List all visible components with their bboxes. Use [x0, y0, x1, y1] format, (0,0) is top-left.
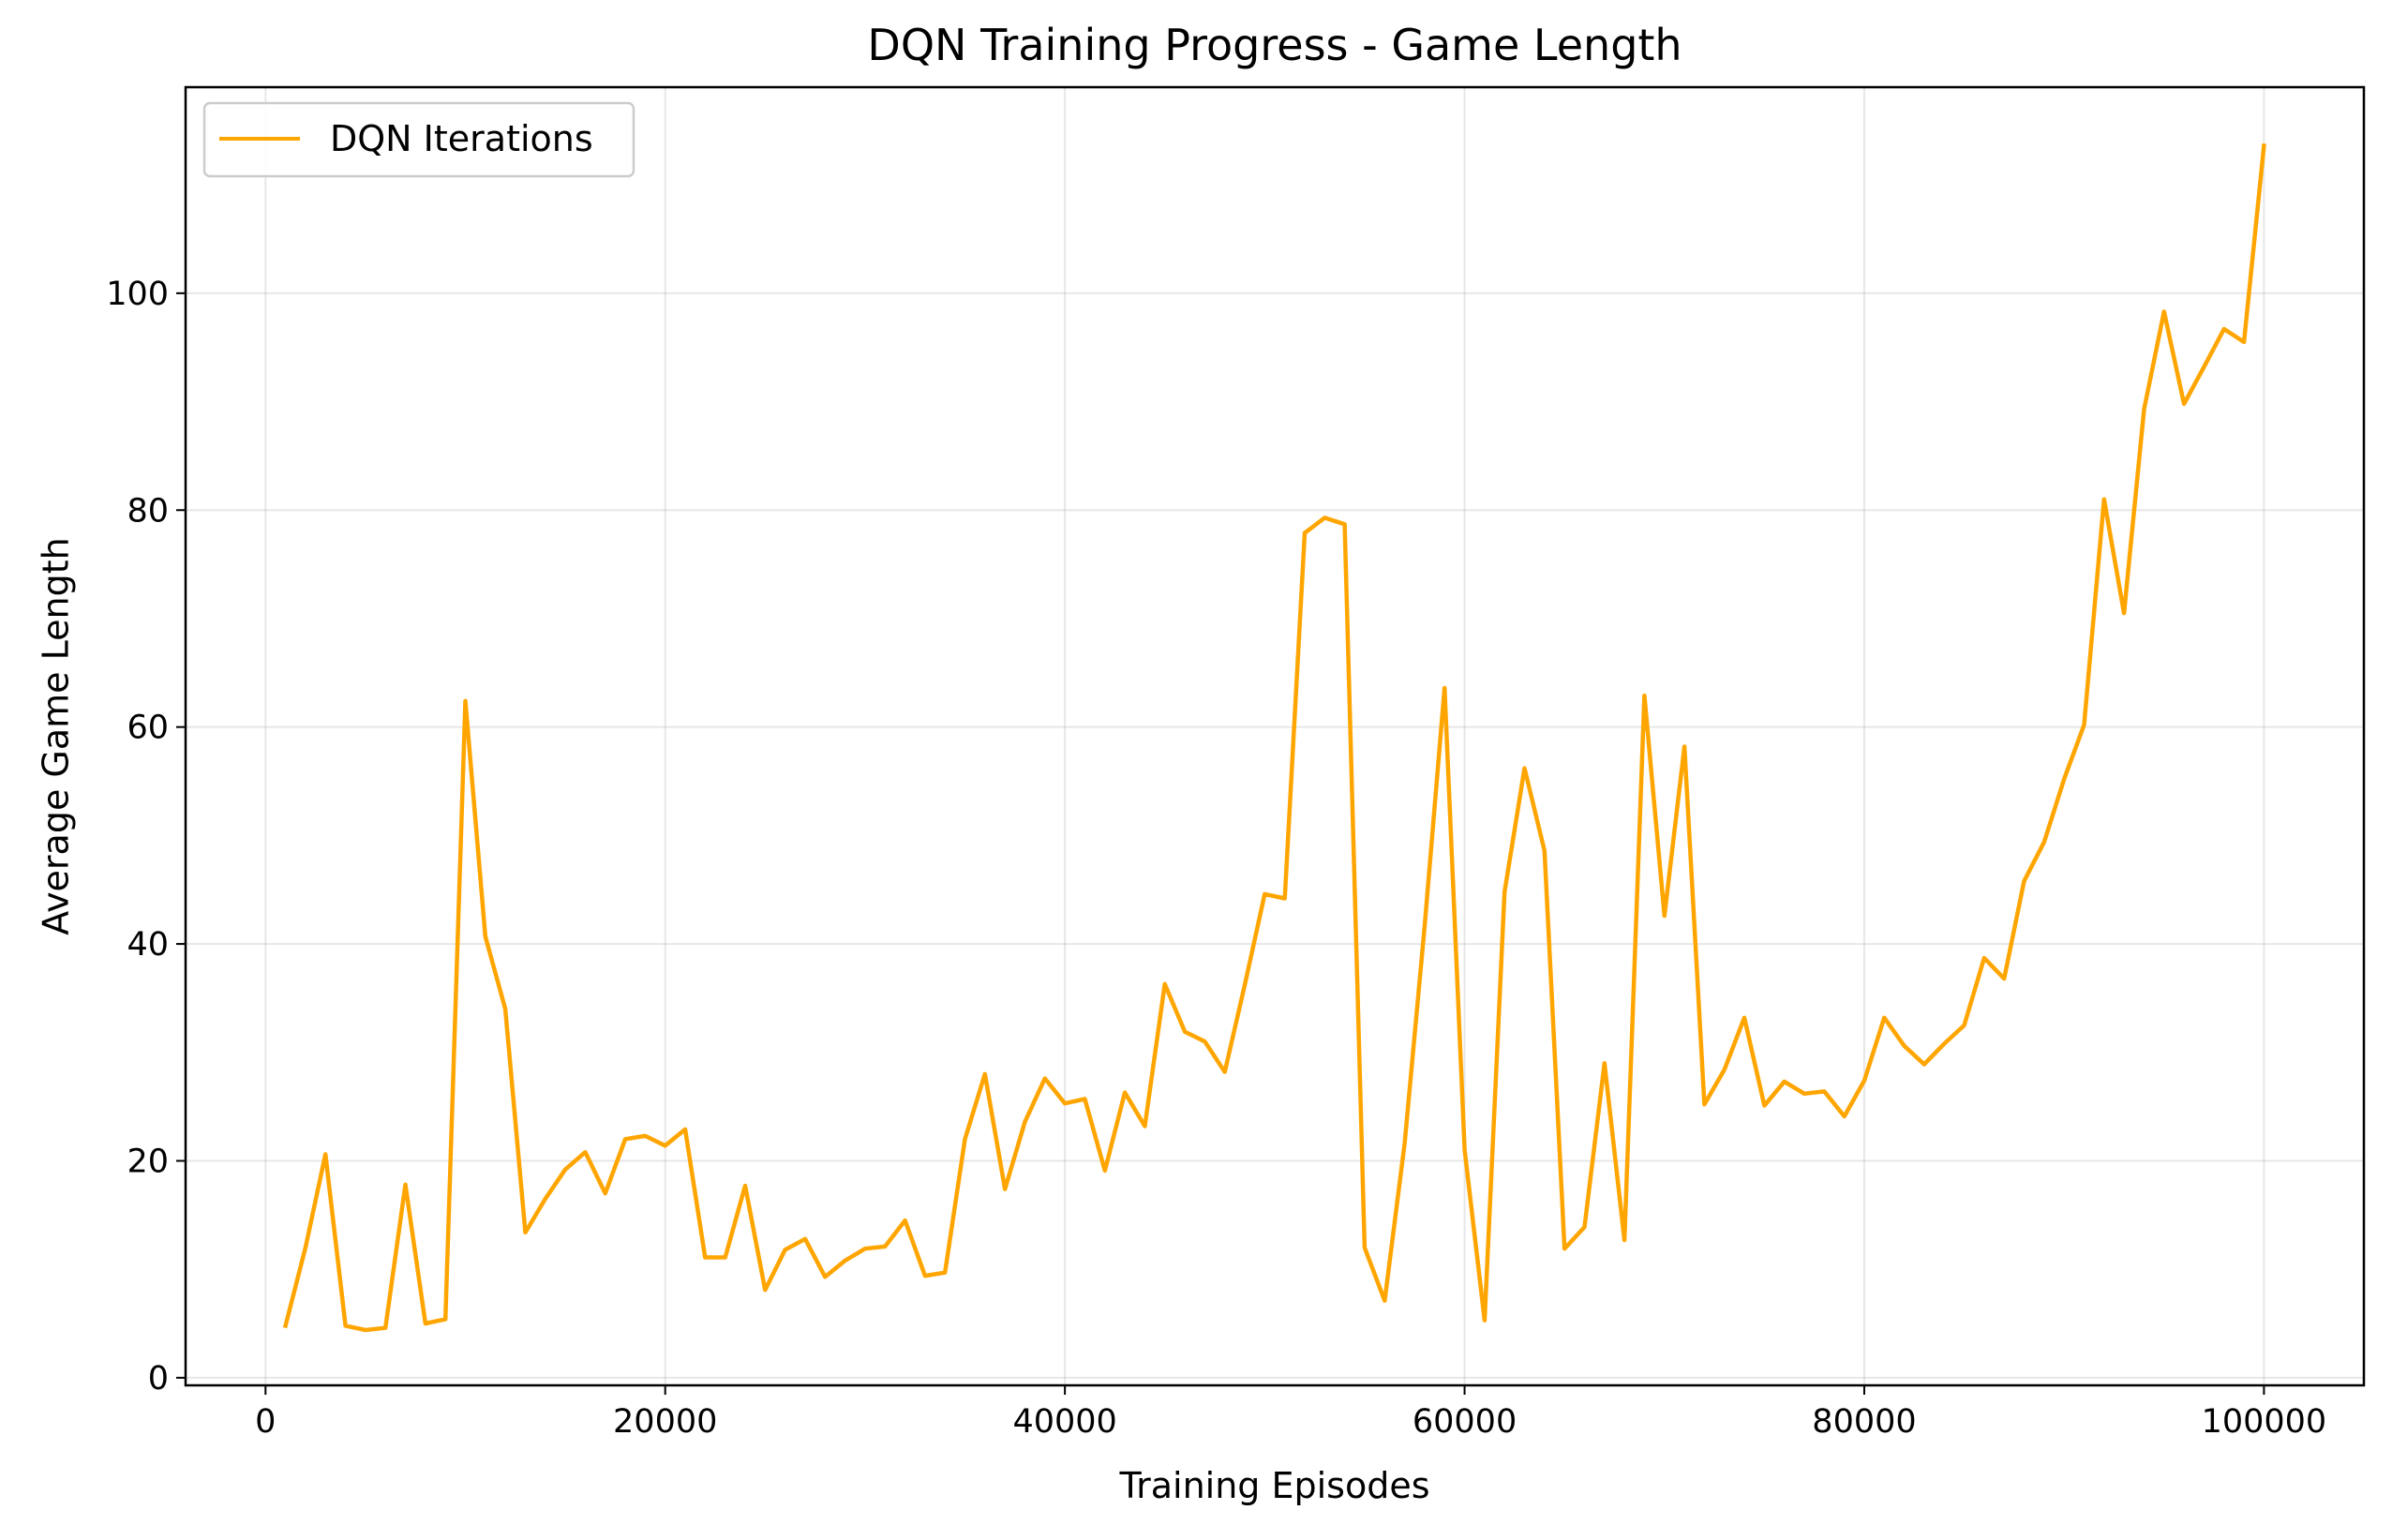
x-tick-label: 80000	[1812, 1403, 1916, 1441]
x-axis-label: Training Episodes	[1118, 1465, 1429, 1506]
y-tick-label: 80	[127, 492, 169, 530]
x-tick-label: 40000	[1012, 1403, 1116, 1441]
x-tick-label: 100000	[2202, 1403, 2327, 1441]
y-tick-label: 60	[127, 710, 169, 747]
legend-label: DQN Iterations	[330, 118, 593, 159]
chart-title: DQN Training Progress - Game Length	[867, 20, 1682, 70]
grid-lines	[186, 87, 2364, 1385]
y-tick-label: 100	[106, 276, 169, 313]
x-tick-label: 20000	[613, 1403, 717, 1441]
y-tick-label: 20	[127, 1143, 169, 1180]
plot-area-frame	[184, 85, 2366, 1387]
x-tick-label: 60000	[1413, 1403, 1517, 1441]
legend: DQN Iterations	[202, 101, 635, 178]
axis-ticks: 0 20000 40000 60000 80000 100000 0 20 40 60 80 100	[106, 276, 2326, 1441]
y-tick-label: 40	[127, 926, 169, 964]
y-tick-label: 0	[148, 1360, 169, 1398]
x-tick-label: 0	[255, 1403, 276, 1441]
series-layer	[282, 143, 2266, 1333]
legend-box	[202, 101, 635, 178]
series-line-dqn-iterations	[282, 143, 2266, 1333]
y-axis-label: Average Game Length	[36, 537, 77, 934]
